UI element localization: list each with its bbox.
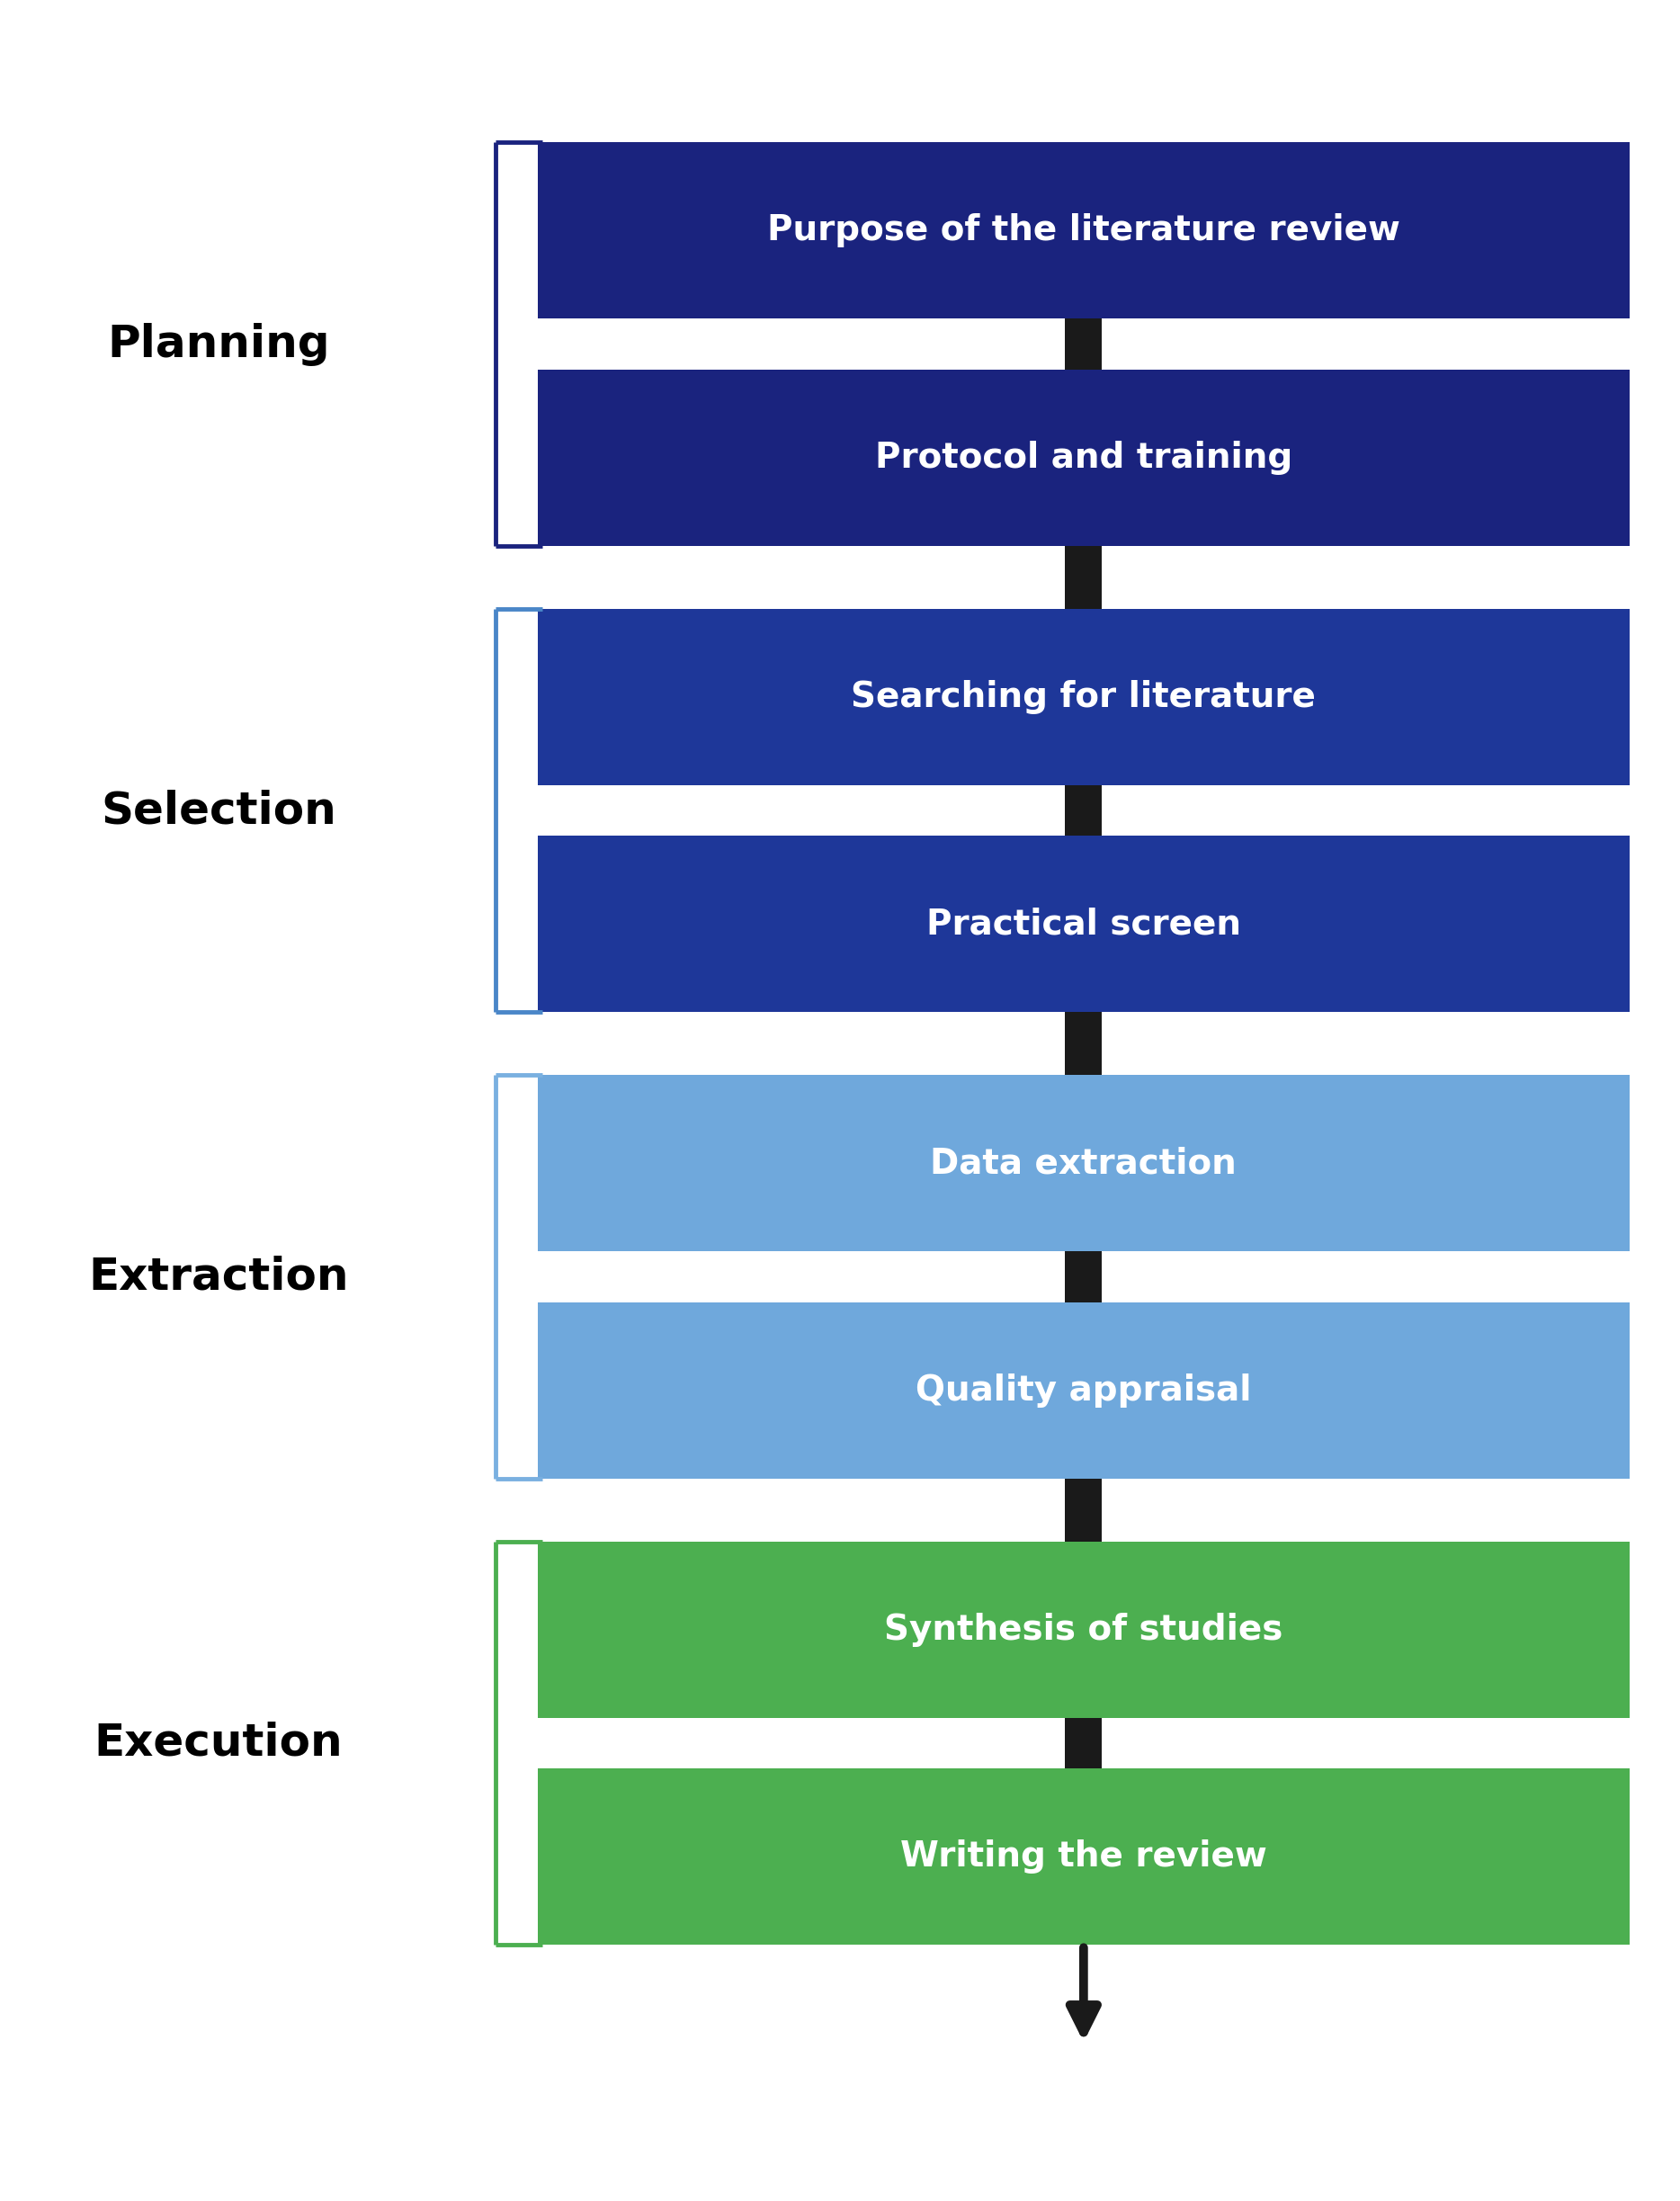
Text: Planning: Planning: [108, 324, 329, 365]
FancyBboxPatch shape: [538, 836, 1630, 1012]
FancyBboxPatch shape: [538, 607, 1630, 786]
FancyBboxPatch shape: [538, 143, 1630, 319]
Text: Searching for literature: Searching for literature: [852, 680, 1315, 713]
FancyBboxPatch shape: [538, 1541, 1630, 1717]
Text: Extraction: Extraction: [89, 1255, 348, 1299]
Text: Protocol and training: Protocol and training: [875, 440, 1292, 475]
Text: Writing the review: Writing the review: [900, 1840, 1267, 1873]
Text: Execution: Execution: [94, 1721, 343, 1765]
Text: Synthesis of studies: Synthesis of studies: [884, 1613, 1284, 1646]
FancyBboxPatch shape: [538, 1074, 1630, 1250]
FancyBboxPatch shape: [538, 370, 1630, 546]
FancyBboxPatch shape: [538, 1770, 1630, 1946]
Text: Practical screen: Practical screen: [926, 907, 1242, 942]
Bar: [1065, 143, 1102, 1946]
Text: Selection: Selection: [101, 788, 336, 832]
Text: Purpose of the literature review: Purpose of the literature review: [768, 213, 1399, 247]
Text: Data extraction: Data extraction: [931, 1147, 1236, 1180]
FancyBboxPatch shape: [538, 1303, 1630, 1479]
Text: Quality appraisal: Quality appraisal: [916, 1373, 1252, 1409]
